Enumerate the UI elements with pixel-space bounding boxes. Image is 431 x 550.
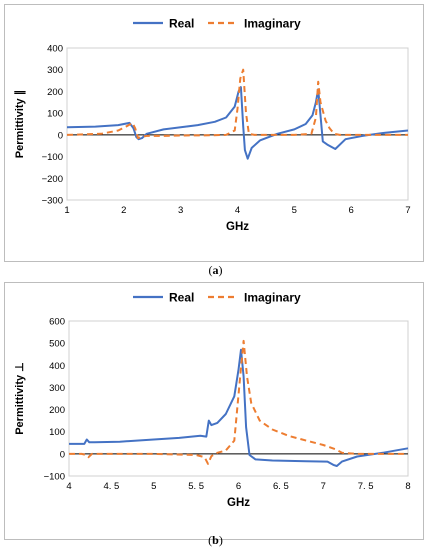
- x-tick-label: 4. 5: [103, 481, 119, 492]
- x-axis-title: GHz: [227, 497, 250, 509]
- y-axis-title: Permittivity ⊥: [14, 362, 26, 435]
- y-tick-label: −100: [44, 472, 65, 483]
- x-tick-label: 7: [321, 481, 326, 492]
- x-tick-label: 7. 5: [358, 481, 374, 492]
- x-tick-label: 6. 5: [273, 481, 289, 492]
- chart-a-svg: −300 −200 −100 0 100 200 300 400 1 2 3 4 5 6 7 GHz Permi…: [14, 17, 411, 234]
- y-tick-label: 600: [49, 317, 65, 328]
- chart-panel-a: −300 −200 −100 0 100 200 300 400 1 2 3 4 5 6 7 GHz Permi…: [4, 4, 424, 262]
- plot-area: [68, 320, 409, 477]
- y-tick-label: −300: [42, 196, 63, 207]
- caption-a: (a): [208, 263, 223, 277]
- legend-label: Real: [169, 291, 194, 305]
- x-tick-label: 1: [64, 205, 69, 216]
- y-tick-label: 100: [49, 427, 65, 438]
- legend-item-imaginary: Imaginary: [208, 17, 301, 31]
- legend-label: Imaginary: [244, 17, 301, 31]
- y-tick-label: 200: [49, 405, 65, 416]
- series-imaginary-line: [66, 68, 408, 140]
- x-tick-label: 6: [349, 205, 354, 216]
- x-axis-title: GHz: [226, 221, 249, 233]
- series-imaginary-line: [69, 339, 408, 465]
- y-tick-label: 0: [58, 130, 63, 141]
- x-tick-label: 8: [405, 481, 410, 492]
- y-tick-label: 300: [47, 65, 63, 76]
- legend-label: Imaginary: [244, 291, 301, 305]
- chart-panel-b: −100 0 100 200 300 400 500 600 4 4. 5 5 5. 5 6 6. 5 7 7…: [4, 282, 424, 540]
- plot-area: [66, 47, 409, 201]
- y-tick-label: 0: [60, 449, 65, 460]
- x-tick-label: 5: [151, 481, 156, 492]
- x-tick-label: 5. 5: [188, 481, 204, 492]
- y-tick-label: 200: [47, 87, 63, 98]
- y-axis-title: Permittivity ∥: [14, 90, 26, 158]
- legend-item-real: Real: [133, 291, 194, 305]
- x-tick-label: 7: [405, 205, 410, 216]
- y-tick-label: −200: [42, 174, 63, 185]
- x-tick-label: 4: [235, 205, 240, 216]
- y-tick-label: −100: [42, 152, 63, 163]
- x-tick-label: 2: [121, 205, 126, 216]
- series-real-line: [69, 348, 409, 467]
- chart-b-svg: −100 0 100 200 300 400 500 600 4 4. 5 5 5. 5 6 6. 5 7 7…: [14, 291, 411, 510]
- y-tick-label: 300: [49, 383, 65, 394]
- legend-item-real: Real: [133, 17, 194, 31]
- y-tick-label: 400: [47, 44, 63, 55]
- y-tick-label: 400: [49, 361, 65, 372]
- x-tick-label: 3: [178, 205, 183, 216]
- y-tick-label: 100: [47, 109, 63, 120]
- y-tick-label: 500: [49, 339, 65, 350]
- caption-b: (b): [208, 533, 223, 547]
- legend-label: Real: [169, 17, 194, 31]
- series-real-line: [66, 86, 409, 160]
- x-tick-label: 6: [236, 481, 241, 492]
- x-tick-label: 5: [292, 205, 297, 216]
- x-tick-label: 4: [66, 481, 71, 492]
- legend-item-imaginary: Imaginary: [208, 291, 301, 305]
